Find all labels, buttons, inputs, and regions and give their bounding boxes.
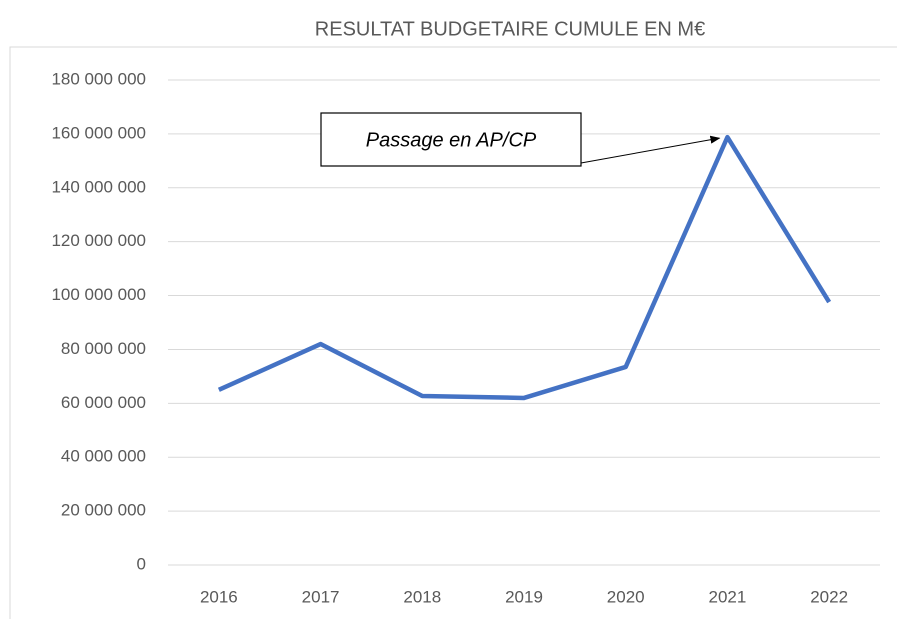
chart-title: RESULTAT BUDGETAIRE CUMULE EN M€ (315, 18, 705, 40)
y-tick-label: 20 000 000 (61, 501, 146, 520)
y-tick-label: 100 000 000 (51, 285, 146, 304)
y-tick-label: 80 000 000 (61, 339, 146, 358)
y-tick-label: 60 000 000 (61, 393, 146, 412)
x-tick-label: 2022 (810, 587, 848, 606)
x-tick-label: 2021 (709, 587, 747, 606)
x-tick-label: 2018 (403, 587, 441, 606)
chart-frame (9, 46, 897, 619)
y-tick-label: 40 000 000 (61, 447, 146, 466)
annotation-text: Passage en AP/CP (366, 129, 537, 151)
y-tick-label: 140 000 000 (51, 177, 146, 196)
x-tick-label: 2017 (302, 587, 340, 606)
y-tick-label: 160 000 000 (51, 123, 146, 142)
y-tick-label: 120 000 000 (51, 231, 146, 250)
y-tick-label: 0 (137, 554, 146, 573)
y-tick-label: 180 000 000 (51, 69, 146, 88)
x-tick-label: 2016 (200, 587, 238, 606)
line-series (217, 134, 832, 401)
annotation-arrow (580, 135, 721, 164)
x-tick-label: 2019 (505, 587, 543, 606)
annotation-box (320, 112, 582, 167)
x-tick-label: 2020 (607, 587, 645, 606)
